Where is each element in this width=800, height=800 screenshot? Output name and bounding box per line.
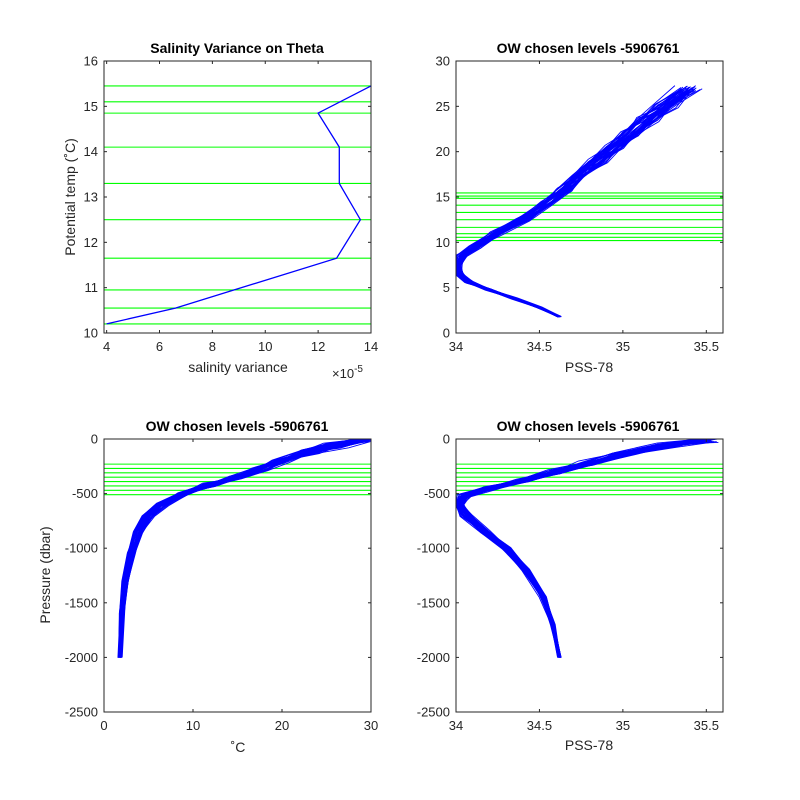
profile-line [460,87,697,317]
y-tick-label: -2500 [65,705,98,720]
y-tick-label: 15 [84,99,98,114]
level-lines [456,192,723,242]
chart-title: Salinity Variance on Theta [150,40,324,56]
y-axis-ticks: 0 5 10 15 20 25 30 [436,54,723,341]
y-tick-label: 16 [84,54,98,69]
x-axis-label: salinity variance [188,359,288,375]
y-tick-label: 13 [84,190,98,205]
x-tick-label: 35 [616,339,630,354]
profile-line [455,440,699,658]
x-axis-label: ˚C [231,739,246,755]
y-tick-label: 10 [436,235,450,250]
profile-line [460,438,713,658]
y-axis-ticks: 10 11 12 13 14 15 16 [84,54,371,341]
profile-line [120,438,371,658]
y-tick-label: 10 [84,326,98,341]
chart-salinity-variance: Salinity Variance on Theta 4 6 8 10 12 14 101… [62,40,378,381]
x-tick-label: 4 [103,339,110,354]
y-axis-ticks: -2500 -2000 -1500 -1000 -500 0 [65,432,371,720]
series-lines [106,85,372,325]
series-lines [455,85,703,318]
y-tick-label: -2000 [417,650,450,665]
x-tick-label: 35 [616,718,630,733]
y-tick-label: 30 [436,54,450,69]
plot-frame [455,438,724,713]
chart-pressure-temperature: OW chosen levels -5906761 0 10 20 30 -2500-… [37,418,378,755]
y-tick-label: 15 [436,190,450,205]
y-tick-label: -1000 [417,541,450,556]
y-tick-label: -1500 [417,595,450,610]
series-lines [117,438,372,658]
x-axis-ticks: 34 34.5 35 35.5 [449,439,719,733]
x-tick-label: 20 [275,718,289,733]
series-lines [455,438,719,658]
x-tick-label: 34.5 [527,718,552,733]
y-axis-ticks: -2500 -2000 -1500 -1000 -500 0 [417,432,723,720]
y-axis-label: Potential temp (˚C) [62,138,78,255]
profile-line [455,86,688,317]
y-tick-label: -500 [424,486,450,501]
x-tick-label: 12 [311,339,325,354]
x-axis-exponent: ×10-5 [332,364,363,381]
y-tick-label: 0 [443,432,450,447]
y-tick-label: 0 [91,432,98,447]
chart-title: OW chosen levels -5906761 [497,418,680,434]
chart-pressure-salinity: OW chosen levels -5906761 34 34.5 35 35.5 -… [417,418,724,753]
y-tick-label: 12 [84,235,98,250]
x-tick-label: 14 [364,339,378,354]
x-axis-label: PSS-78 [565,359,613,375]
chart-title: OW chosen levels -5906761 [146,418,329,434]
x-tick-label: 34.5 [527,339,552,354]
x-tick-label: 0 [100,718,107,733]
y-tick-label: -1500 [65,595,98,610]
x-tick-label: 34 [449,339,463,354]
x-tick-label: 10 [258,339,272,354]
y-tick-label: 14 [84,144,98,159]
x-tick-label: 30 [364,718,378,733]
y-tick-label: -1000 [65,541,98,556]
x-axis-ticks: 34 34.5 35 35.5 [449,61,719,354]
x-tick-label: 34 [449,718,463,733]
profile-line [118,438,361,658]
y-tick-label: 20 [436,144,450,159]
x-axis-ticks: 0 10 20 30 [100,439,378,733]
level-lines [104,85,371,325]
x-axis-label: PSS-78 [565,737,613,753]
x-tick-label: 10 [186,718,200,733]
y-tick-label: 25 [436,99,450,114]
y-tick-label: -2000 [65,650,98,665]
x-tick-label: 35.5 [694,718,719,733]
y-tick-label: 11 [85,280,99,295]
y-tick-label: -500 [72,486,98,501]
x-tick-label: 35.5 [694,339,719,354]
variance-series-line [106,85,372,325]
plot-frame [103,438,372,713]
y-axis-label: Pressure (dbar) [37,526,53,623]
y-tick-label: 5 [443,280,450,295]
x-tick-label: 8 [209,339,216,354]
y-tick-label: 0 [443,326,450,341]
chart-title: OW chosen levels -5906761 [497,40,680,56]
chart-theta-salinity: OW chosen levels -5906761 34 34.5 35 35.5 0… [436,40,724,375]
profile-line [121,438,372,658]
x-tick-label: 6 [156,339,163,354]
profile-line [458,441,715,658]
y-tick-label: -2500 [417,705,450,720]
x-axis-ticks: 4 6 8 10 12 14 [103,61,378,354]
